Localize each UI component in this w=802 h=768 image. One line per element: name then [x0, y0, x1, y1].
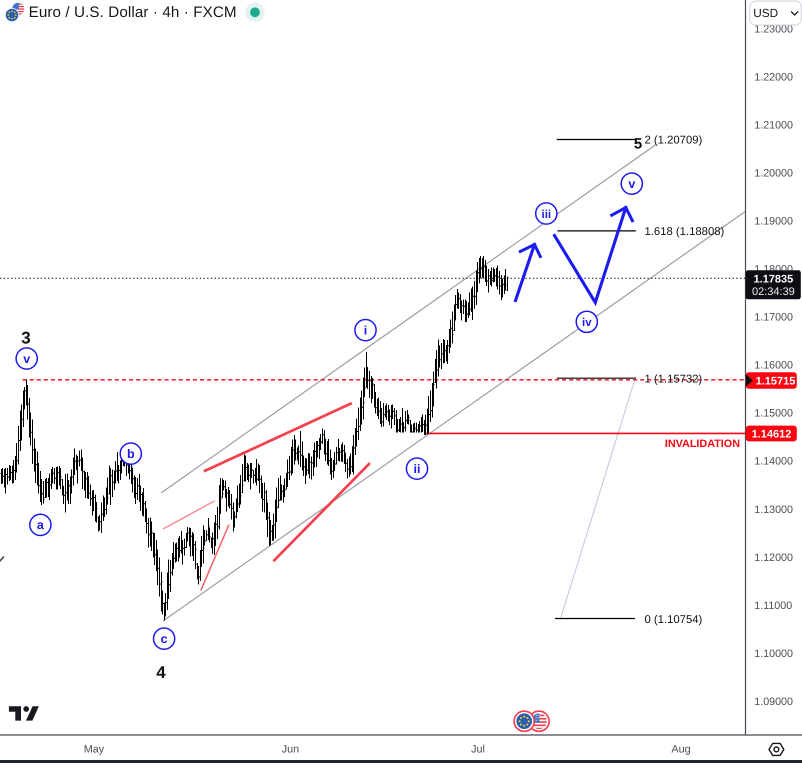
svg-text:USD: USD	[753, 6, 778, 20]
svg-text:Euro / U.S. Dollar · 4h · FXCM: Euro / U.S. Dollar · 4h · FXCM	[29, 4, 237, 21]
svg-text:v: v	[23, 352, 30, 366]
svg-text:1.14000: 1.14000	[754, 456, 793, 468]
svg-text:iv: iv	[582, 317, 592, 329]
svg-text:1.20000: 1.20000	[754, 168, 793, 180]
svg-text:Jun: Jun	[282, 743, 299, 755]
svg-text:1.22000: 1.22000	[754, 71, 793, 83]
svg-text:ii: ii	[414, 462, 421, 476]
svg-text:02:34:39: 02:34:39	[752, 286, 795, 298]
svg-text:1 (1.15732): 1 (1.15732)	[645, 373, 703, 385]
svg-text:b: b	[127, 447, 135, 461]
svg-text:Jul: Jul	[471, 743, 485, 755]
svg-text:1.618 (1.18808): 1.618 (1.18808)	[645, 226, 725, 238]
svg-text:1.10000: 1.10000	[754, 648, 793, 660]
svg-text:1.19000: 1.19000	[754, 216, 793, 228]
svg-text:v: v	[628, 177, 635, 191]
svg-text:1.09000: 1.09000	[754, 696, 793, 708]
svg-text:1.16000: 1.16000	[754, 360, 793, 372]
svg-text:1.15000: 1.15000	[754, 408, 793, 420]
svg-text:May: May	[84, 743, 105, 755]
svg-text:1.23000: 1.23000	[754, 23, 793, 35]
svg-text:1.17835: 1.17835	[754, 273, 794, 285]
svg-text:Aug: Aug	[671, 743, 690, 755]
svg-text:5: 5	[634, 136, 642, 153]
svg-text:1.15715: 1.15715	[756, 376, 796, 388]
svg-text:INVALIDATION: INVALIDATION	[665, 438, 740, 450]
svg-text:0 (1.10754): 0 (1.10754)	[645, 614, 703, 626]
svg-text:1.12000: 1.12000	[754, 552, 793, 564]
svg-text:4: 4	[156, 663, 166, 682]
svg-text:3: 3	[21, 329, 30, 348]
svg-text:a: a	[37, 518, 45, 532]
svg-text:iii: iii	[542, 209, 552, 221]
svg-text:1.14612: 1.14612	[752, 429, 792, 441]
svg-text:1.17000: 1.17000	[754, 312, 793, 324]
svg-text:1.11000: 1.11000	[754, 600, 792, 612]
svg-text:1.21000: 1.21000	[754, 119, 793, 131]
svg-text:c: c	[161, 632, 168, 646]
svg-text:2 (1.20709): 2 (1.20709)	[645, 134, 703, 146]
svg-text:i: i	[364, 323, 367, 337]
svg-text:1.13000: 1.13000	[754, 504, 793, 516]
